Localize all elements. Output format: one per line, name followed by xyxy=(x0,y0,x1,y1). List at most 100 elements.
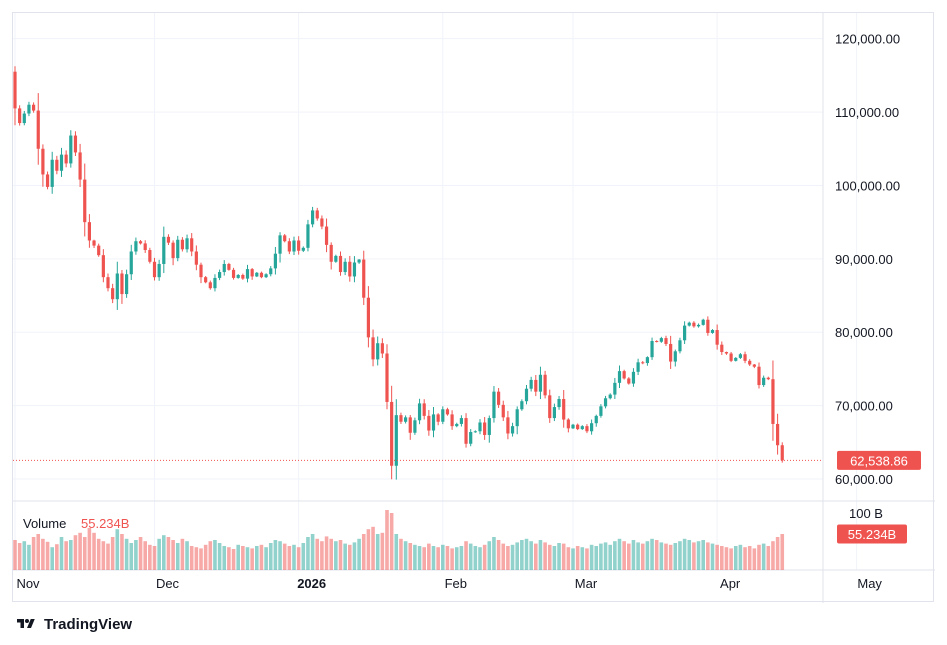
candle[interactable] xyxy=(538,366,543,400)
volume-bar[interactable] xyxy=(17,543,22,570)
volume-bar[interactable] xyxy=(664,543,668,570)
candle[interactable] xyxy=(222,260,226,276)
candle[interactable] xyxy=(55,155,59,175)
candle[interactable] xyxy=(41,144,45,187)
volume-bar[interactable] xyxy=(636,542,640,570)
candle[interactable] xyxy=(134,237,138,255)
volume-bar[interactable] xyxy=(450,548,454,570)
candle[interactable] xyxy=(636,358,640,376)
volume-bar[interactable] xyxy=(166,537,171,570)
volume-bar[interactable] xyxy=(520,540,524,570)
volume-bar[interactable] xyxy=(199,548,203,570)
volume-bar[interactable] xyxy=(757,544,761,570)
candle[interactable] xyxy=(692,321,696,328)
volume-bar[interactable] xyxy=(255,546,259,570)
candle[interactable] xyxy=(83,163,87,237)
candle[interactable] xyxy=(729,351,733,363)
candle[interactable] xyxy=(111,283,115,304)
candle[interactable] xyxy=(73,131,78,157)
candle[interactable] xyxy=(669,335,673,369)
volume-bar[interactable] xyxy=(27,544,31,570)
candle[interactable] xyxy=(743,351,747,364)
candle[interactable] xyxy=(492,386,496,423)
volume-bar[interactable] xyxy=(515,542,519,570)
candle[interactable] xyxy=(138,239,143,245)
candle[interactable] xyxy=(650,337,654,360)
volume-bar[interactable] xyxy=(547,544,552,570)
volume-bar[interactable] xyxy=(106,543,110,570)
volume-bar[interactable] xyxy=(645,541,650,570)
candle[interactable] xyxy=(129,244,133,280)
candle[interactable] xyxy=(510,422,515,437)
candle[interactable] xyxy=(655,340,659,343)
volume-bar[interactable] xyxy=(134,540,138,570)
volume-bar[interactable] xyxy=(282,543,287,570)
candle[interactable] xyxy=(404,415,408,424)
candle[interactable] xyxy=(548,389,552,423)
volume-bar[interactable] xyxy=(124,538,129,570)
candle[interactable] xyxy=(171,240,175,266)
candle[interactable] xyxy=(27,101,31,117)
volume-bar[interactable] xyxy=(129,543,134,570)
volume-bar[interactable] xyxy=(422,547,426,570)
volume-bar[interactable] xyxy=(706,542,710,570)
candle[interactable] xyxy=(617,365,622,388)
volume-bar[interactable] xyxy=(245,547,250,570)
candle[interactable] xyxy=(738,353,742,359)
volume-bar[interactable] xyxy=(73,535,78,570)
volume-bar[interactable] xyxy=(268,543,273,570)
candle[interactable] xyxy=(645,356,649,366)
candle[interactable] xyxy=(501,400,505,422)
candle[interactable] xyxy=(199,262,203,284)
candle[interactable] xyxy=(357,259,361,264)
volume-bar[interactable] xyxy=(482,544,487,570)
candle[interactable] xyxy=(204,275,208,284)
volume-bar[interactable] xyxy=(152,546,157,570)
candle[interactable] xyxy=(762,375,766,387)
candle[interactable] xyxy=(445,407,450,416)
candle[interactable] xyxy=(664,335,668,347)
volume-bar[interactable] xyxy=(678,541,682,570)
candle[interactable] xyxy=(97,243,101,257)
volume-bar[interactable] xyxy=(631,540,636,570)
candle[interactable] xyxy=(683,321,687,345)
candle[interactable] xyxy=(478,419,482,435)
candle[interactable] xyxy=(371,329,375,367)
volume-bar[interactable] xyxy=(650,538,654,570)
volume-bar[interactable] xyxy=(724,547,729,570)
candle[interactable] xyxy=(92,239,96,248)
volume-bar[interactable] xyxy=(720,546,724,570)
volume-bar[interactable] xyxy=(64,541,68,570)
candle[interactable] xyxy=(287,238,291,255)
volume-bar[interactable] xyxy=(96,538,101,570)
candle[interactable] xyxy=(283,233,287,243)
candle[interactable] xyxy=(399,412,403,424)
volume-bar[interactable] xyxy=(324,536,329,570)
candle[interactable] xyxy=(59,147,64,177)
candle[interactable] xyxy=(497,388,501,408)
volume-bar[interactable] xyxy=(273,540,278,570)
volume-bar[interactable] xyxy=(771,541,775,570)
candle[interactable] xyxy=(338,251,343,276)
volume-bar[interactable] xyxy=(50,547,54,570)
volume-bar[interactable] xyxy=(729,548,733,570)
volume-bar[interactable] xyxy=(334,541,338,570)
volume-bar[interactable] xyxy=(473,546,478,570)
chart-canvas[interactable]: 120,000.00 110,000.00 100,000.00 90,000.00 8… xyxy=(13,13,935,603)
volume-bar[interactable] xyxy=(701,540,705,570)
volume-bar[interactable] xyxy=(622,541,626,570)
volume-bar[interactable] xyxy=(357,538,361,570)
volume-bar[interactable] xyxy=(529,541,533,570)
volume-bar[interactable] xyxy=(41,538,45,570)
volume-bar[interactable] xyxy=(766,546,771,570)
volume-bar[interactable] xyxy=(92,532,96,570)
volume-bar[interactable] xyxy=(580,547,585,570)
volume-bar[interactable] xyxy=(613,541,617,570)
volume-bar[interactable] xyxy=(487,541,492,570)
volume-bar[interactable] xyxy=(464,541,468,570)
brand-footer[interactable]: TradingView xyxy=(14,614,132,634)
volume-bar[interactable] xyxy=(673,543,678,570)
candle[interactable] xyxy=(613,377,617,400)
volume-bar[interactable] xyxy=(138,537,143,570)
candle[interactable] xyxy=(552,403,556,422)
